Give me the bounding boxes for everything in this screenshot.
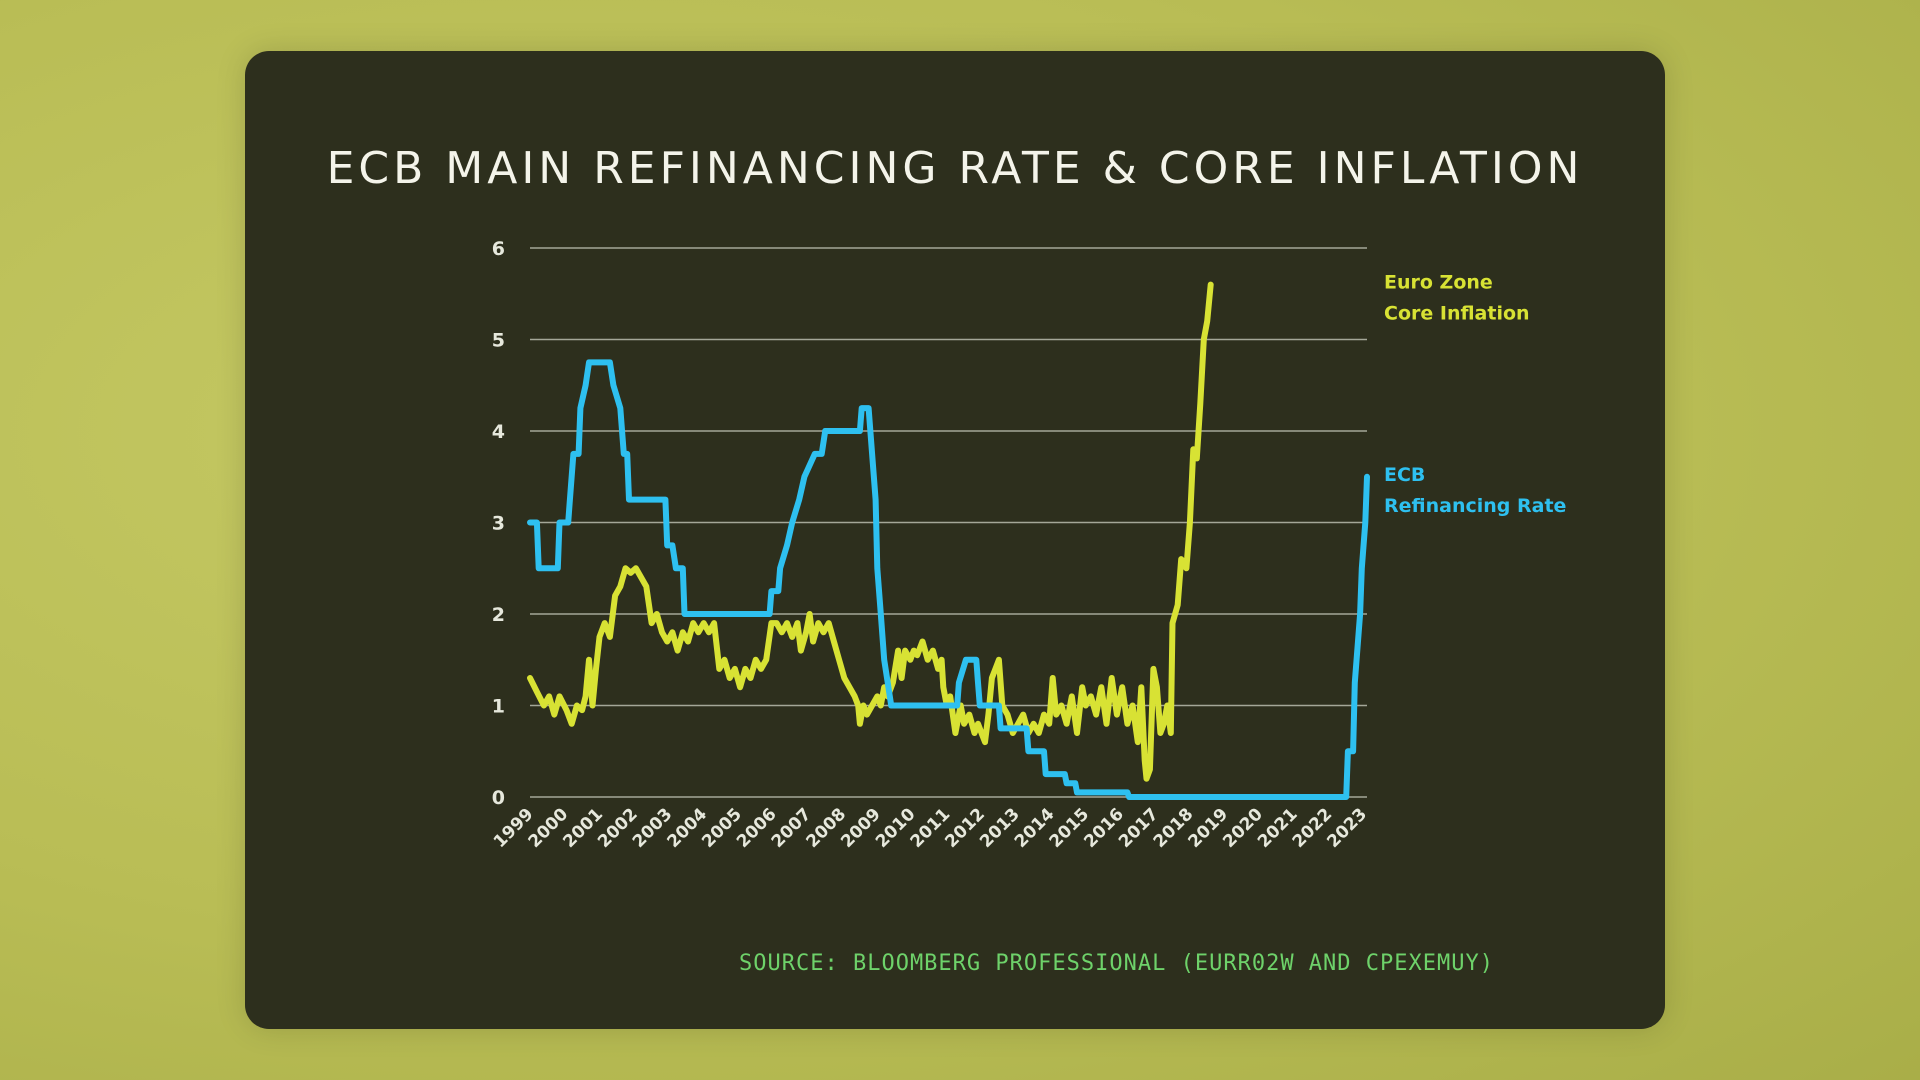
chart-title: ECB MAIN REFINANCING RATE & CORE INFLATI…	[326, 143, 1584, 194]
series-label-core: Euro Zone	[1384, 272, 1493, 294]
series-label-refi: Refinancing Rate	[1384, 495, 1566, 517]
source-note: SOURCE: BLOOMBERG PROFESSIONAL (EURR02W …	[739, 951, 1494, 976]
y-tick-label: 1	[492, 696, 505, 718]
x-tick-label: 2023	[1323, 804, 1371, 852]
series-line-core	[527, 281, 1214, 782]
y-tick-label: 3	[492, 513, 505, 535]
y-tick-label: 4	[492, 421, 505, 443]
y-tick-label: 5	[492, 330, 505, 352]
y-tick-label: 0	[492, 787, 505, 809]
series-label-refi: ECB	[1384, 464, 1425, 486]
chart-panel: ECB MAIN REFINANCING RATE & CORE INFLATI…	[245, 51, 1665, 1029]
series-line-refi	[527, 359, 1370, 800]
line-chart: 0123456199920002001200220032004200520062…	[490, 238, 1566, 852]
series-label-core: Core Inflation	[1384, 303, 1530, 325]
y-tick-label: 2	[492, 604, 505, 626]
y-tick-label: 6	[492, 238, 505, 260]
